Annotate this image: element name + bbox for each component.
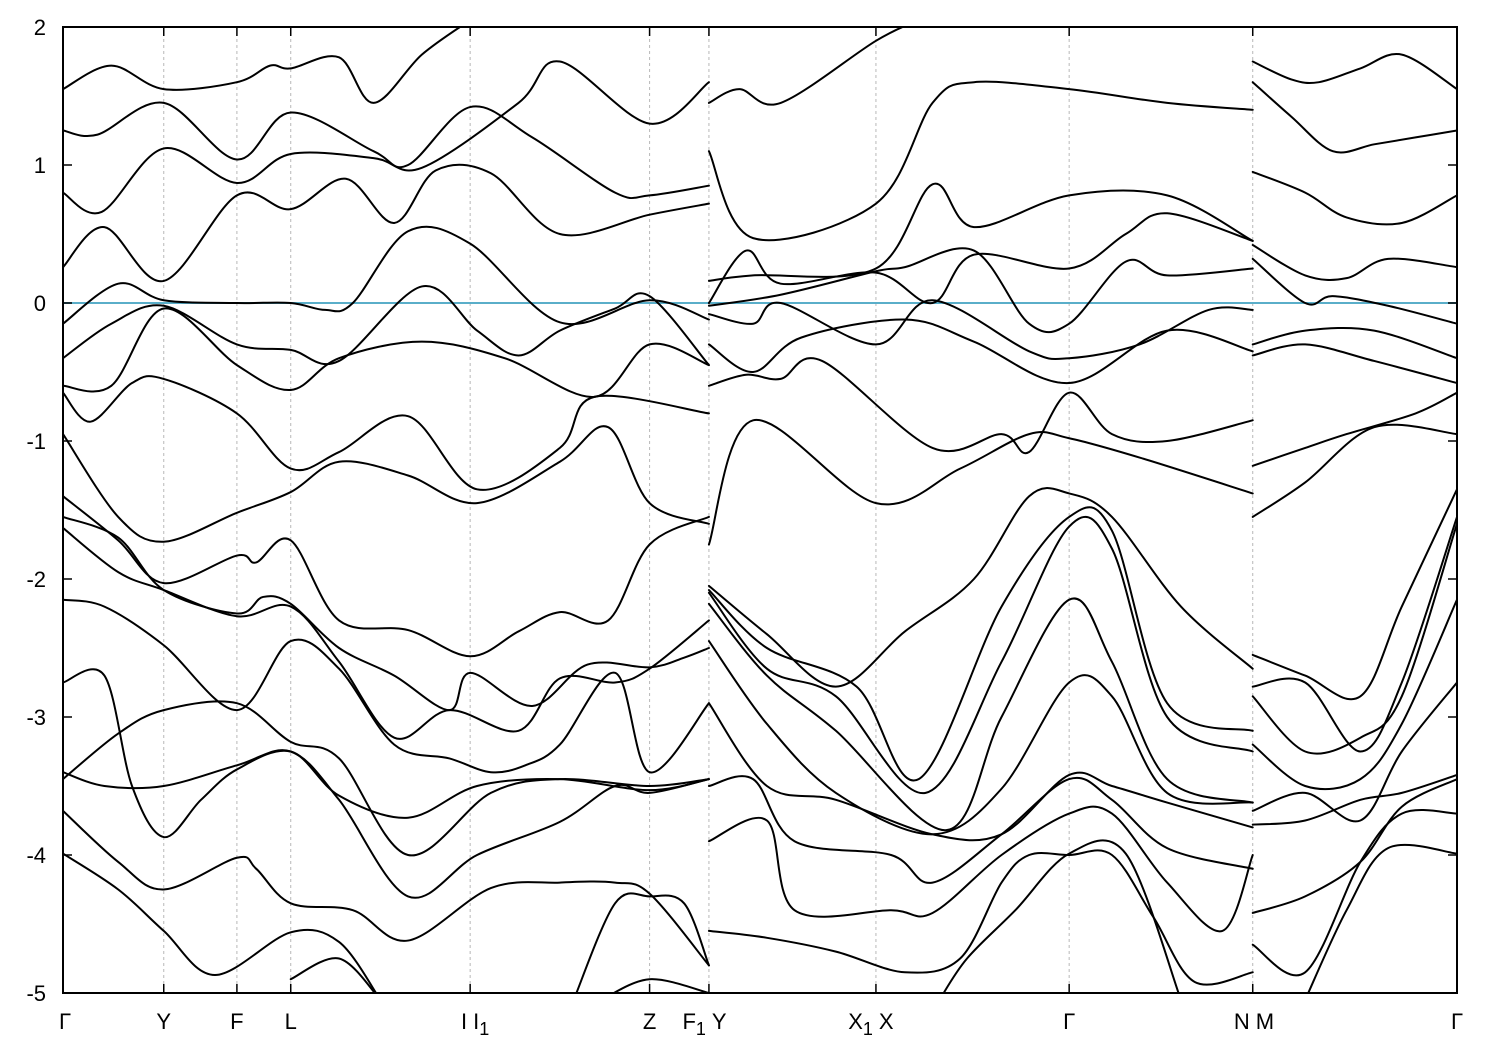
axis-ticks bbox=[62, 26, 1458, 994]
x-tick-label: Γ bbox=[59, 1009, 71, 1034]
x-tick-label: I bbox=[461, 1009, 467, 1034]
band-line bbox=[1251, 773, 1457, 826]
band-line bbox=[63, 27, 462, 104]
band-line bbox=[63, 668, 710, 839]
y-tick-label: 0 bbox=[34, 291, 46, 316]
band-line bbox=[707, 247, 1254, 334]
band-line bbox=[63, 515, 710, 712]
y-tick-label: 2 bbox=[34, 15, 46, 40]
band-line bbox=[942, 839, 1180, 993]
y-tick-label: 1 bbox=[34, 153, 46, 178]
band-line bbox=[63, 225, 710, 325]
band-line bbox=[1251, 343, 1457, 385]
band-line bbox=[707, 640, 1254, 836]
band-line bbox=[1251, 522, 1457, 755]
x-tick-label: F1 bbox=[682, 1009, 705, 1039]
band-line bbox=[707, 506, 1254, 782]
band-line bbox=[611, 978, 710, 993]
y-tick-label: -4 bbox=[26, 843, 46, 868]
band-line bbox=[1251, 244, 1457, 281]
band-segment bbox=[707, 27, 1254, 993]
band-line bbox=[707, 182, 1254, 282]
y-tick-label: -3 bbox=[26, 705, 46, 730]
plot-frame bbox=[62, 26, 1458, 994]
band-line bbox=[63, 285, 710, 367]
x-tick-label: M bbox=[1256, 1009, 1274, 1034]
band-line bbox=[707, 419, 1254, 546]
band-line bbox=[1251, 809, 1457, 977]
band-line bbox=[1251, 391, 1457, 467]
band-line bbox=[63, 598, 710, 774]
band-line bbox=[707, 27, 905, 106]
x-tick-label: Z bbox=[643, 1009, 656, 1034]
x-tick-label: L bbox=[285, 1009, 297, 1034]
band-line bbox=[63, 375, 710, 491]
band-line bbox=[289, 957, 376, 993]
band-line bbox=[63, 307, 710, 398]
band-line bbox=[575, 892, 710, 993]
y-tick-label: -1 bbox=[26, 429, 46, 454]
band-line bbox=[707, 805, 1254, 933]
band-line bbox=[707, 849, 1254, 986]
band-line bbox=[1251, 681, 1457, 823]
x-tick-label: N bbox=[1234, 1009, 1250, 1034]
band-line bbox=[1251, 515, 1457, 753]
band-line bbox=[63, 526, 710, 740]
x-tick-label: I1 bbox=[473, 1009, 489, 1039]
kpoint-gridlines bbox=[163, 27, 1254, 993]
band-line bbox=[707, 487, 1254, 688]
band-line bbox=[63, 163, 710, 282]
band-line bbox=[1251, 170, 1457, 226]
y-tick-label: -2 bbox=[26, 567, 46, 592]
band-line bbox=[1251, 53, 1457, 91]
band-line bbox=[1251, 488, 1457, 701]
band-line bbox=[1251, 257, 1457, 325]
band-line bbox=[1251, 423, 1457, 518]
band-line bbox=[63, 809, 710, 967]
band-line bbox=[63, 60, 710, 215]
band-line bbox=[1251, 326, 1457, 360]
band-line bbox=[63, 749, 710, 899]
x-tick-label: Γ bbox=[1063, 1009, 1075, 1034]
band-line bbox=[1251, 598, 1457, 791]
x-tick-label: F bbox=[230, 1009, 243, 1034]
band-line bbox=[63, 852, 378, 993]
x-tick-label: X bbox=[879, 1009, 894, 1034]
band-line bbox=[63, 425, 710, 543]
band-segment bbox=[63, 27, 710, 993]
x-tick-label: Y bbox=[156, 1009, 171, 1034]
y-tick-label: -5 bbox=[26, 981, 46, 1006]
x-tick-label: X1 bbox=[848, 1009, 873, 1039]
x-tick-label: Γ bbox=[1451, 1009, 1463, 1034]
band-line bbox=[707, 212, 1254, 305]
x-tick-label: Y bbox=[712, 1009, 727, 1034]
band-line bbox=[1307, 843, 1457, 993]
band-lines bbox=[63, 27, 1457, 993]
band-line bbox=[707, 515, 1254, 794]
band-line bbox=[63, 101, 710, 200]
band-line bbox=[1251, 81, 1457, 154]
band-line bbox=[707, 775, 1254, 884]
y-tick-labels: 2 1 0 -1 -2 -3 -4 -5 bbox=[26, 15, 46, 1006]
band-line bbox=[707, 318, 1254, 385]
band-line bbox=[707, 702, 1254, 842]
band-line bbox=[63, 700, 710, 857]
band-line bbox=[707, 357, 1254, 455]
band-line bbox=[707, 80, 1254, 242]
band-line bbox=[707, 597, 1254, 832]
x-tick-labels: Γ Y F L I I1 Z F1 Y X1 X Γ N M Γ bbox=[59, 1009, 1463, 1039]
band-segment bbox=[1251, 53, 1457, 993]
band-line bbox=[63, 495, 710, 658]
